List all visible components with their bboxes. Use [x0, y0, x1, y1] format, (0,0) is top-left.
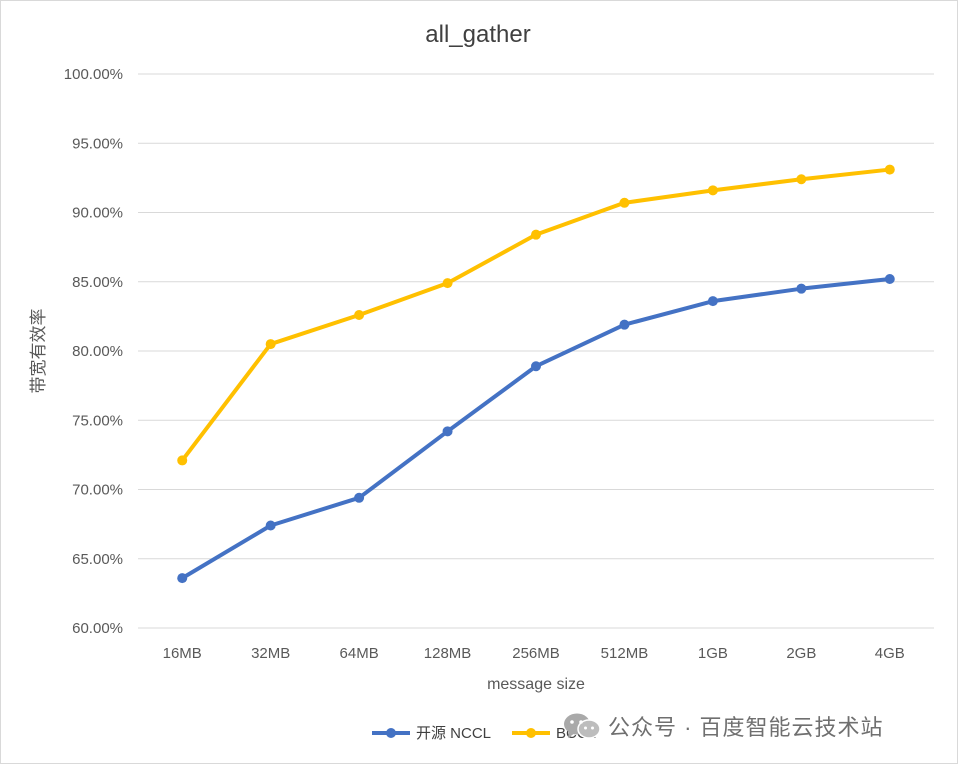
legend-swatch-marker	[526, 728, 536, 738]
series-layer	[177, 164, 895, 584]
y-tick-label: 100.00%	[64, 66, 123, 83]
legend-item: 开源 NCCL	[372, 725, 491, 742]
legend-swatch-marker	[386, 728, 396, 738]
watermark-text: 公众号 · 百度智能云技术站	[608, 715, 884, 740]
x-tick-label: 1GB	[698, 645, 728, 662]
y-tick-label: 95.00%	[72, 135, 123, 152]
x-axis-tick-labels: 16MB 32MB 64MB 128MB 256MB 512MB 1GB 2GB 4GB	[163, 645, 905, 662]
data-point	[619, 319, 630, 330]
series-1	[177, 273, 895, 584]
gridlines	[138, 73, 934, 629]
y-tick-label: 60.00%	[72, 620, 123, 637]
data-point	[619, 197, 630, 208]
x-tick-label: 2GB	[786, 645, 816, 662]
x-tick-label: 16MB	[163, 645, 202, 662]
data-point	[531, 361, 541, 372]
data-point	[531, 229, 541, 240]
y-tick-label: 75.00%	[72, 412, 123, 429]
data-point	[354, 309, 365, 320]
x-tick-label: 256MB	[512, 645, 560, 662]
y-tick-label: 65.00%	[72, 551, 123, 568]
data-point	[442, 426, 453, 437]
y-tick-label: 80.00%	[72, 343, 123, 360]
x-axis-label: message size	[487, 676, 585, 693]
chart-title: all_gather	[425, 21, 530, 48]
data-point	[177, 573, 188, 584]
data-point	[707, 296, 718, 307]
x-tick-label: 64MB	[340, 645, 379, 662]
legend-label: 开源 NCCL	[416, 725, 491, 742]
x-tick-label: 128MB	[424, 645, 472, 662]
data-point	[707, 185, 718, 196]
series-2	[177, 164, 895, 466]
data-point	[796, 283, 807, 294]
data-point	[265, 520, 276, 531]
data-point	[442, 278, 453, 289]
data-point	[354, 492, 365, 503]
y-axis-tick-labels: 60.00% 65.00% 70.00% 75.00% 80.00% 85.00% 90.0…	[64, 66, 123, 637]
data-point	[177, 455, 188, 466]
x-tick-label: 32MB	[251, 645, 290, 662]
data-point	[265, 339, 276, 350]
wechat-icon	[564, 713, 601, 739]
x-tick-label: 4GB	[875, 645, 905, 662]
watermark: 公众号 · 百度智能云技术站	[562, 708, 884, 744]
x-tick-label: 512MB	[601, 645, 649, 662]
y-tick-label: 70.00%	[72, 482, 123, 499]
data-point	[884, 164, 895, 175]
y-axis-label: 带宽有效率	[29, 309, 48, 394]
data-point	[884, 273, 895, 284]
data-point	[796, 174, 807, 185]
y-tick-label: 85.00%	[72, 274, 123, 291]
y-tick-label: 90.00%	[72, 205, 123, 222]
